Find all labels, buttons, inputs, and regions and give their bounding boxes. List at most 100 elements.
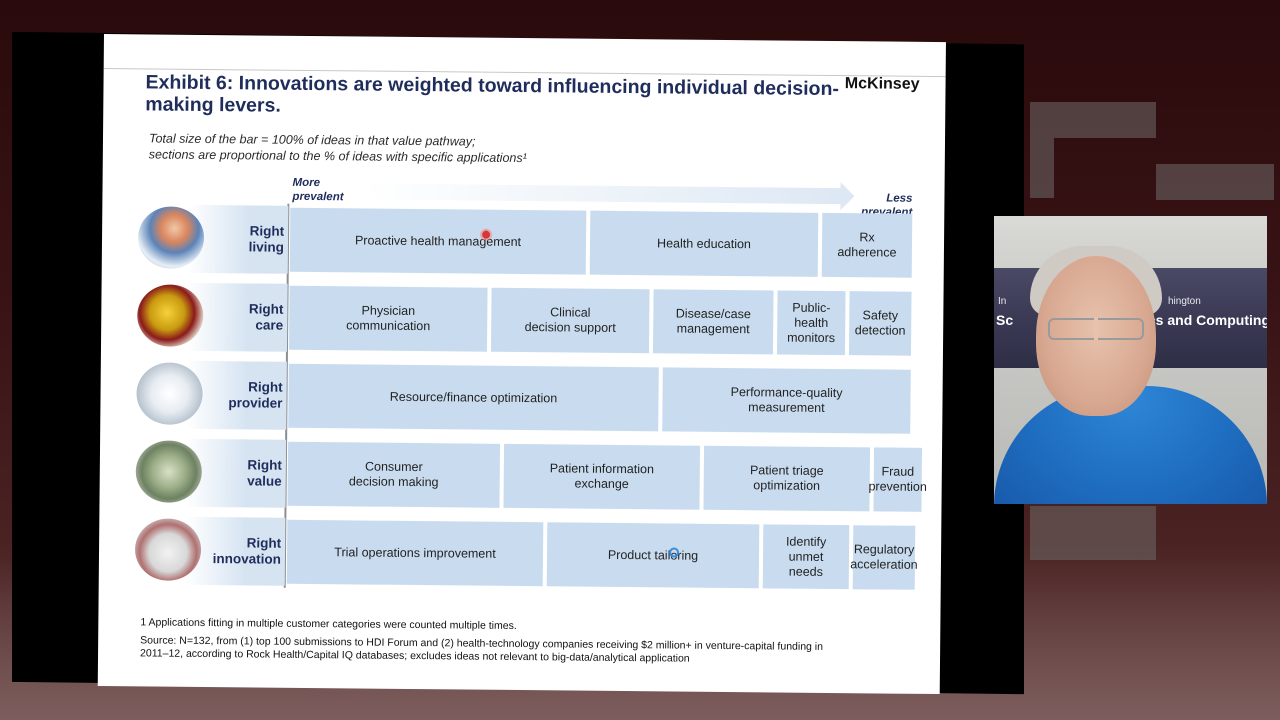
segment-text: Clinical	[550, 305, 591, 320]
segment-consumer-decision-making: Consumer decision making	[287, 441, 501, 508]
row-right-provider: Right provider Resource/finance optimizat…	[100, 360, 943, 436]
row-label: Right care	[197, 283, 284, 352]
segment-text: Disease/case	[675, 306, 751, 322]
slide-subtitle: Total size of the bar = 100% of ideas in…	[149, 130, 749, 168]
segment-text: Product tailoring	[607, 547, 699, 563]
segment-health-education: Health education	[589, 210, 819, 277]
brand-logo: McKinsey	[844, 75, 920, 93]
banner-text-4: hington	[1168, 296, 1201, 307]
segment-text: communication	[346, 318, 431, 334]
row-label-line-2: provider	[228, 395, 283, 411]
segment-text: acceleration	[850, 557, 918, 572]
row-right-living: Right living Proactive health management …	[102, 204, 945, 280]
slide: McKinsey Exhibit 6: Innovations are weig…	[97, 34, 946, 695]
segment-text: needs	[788, 564, 823, 579]
segment-text: decision making	[348, 474, 439, 490]
row-label-line-1: Right	[248, 379, 283, 395]
banner-text-3: ics and Computing	[1144, 312, 1267, 328]
segment-text: unmet	[788, 549, 824, 564]
glasses-icon	[1048, 318, 1144, 340]
segment-text: monitors	[787, 330, 836, 345]
segment-fraud-prevention: Fraud prevention	[868, 447, 927, 512]
row-right-innovation: Right innovation Trial operations improve…	[99, 516, 942, 592]
segment-rx-adherence: Rx adherence	[821, 212, 913, 278]
segment-performance-quality-measurement: Performance-quality measurement	[662, 367, 911, 434]
segment-text: prevention	[868, 479, 927, 494]
source-note: Source: N=132, from (1) top 100 submissi…	[140, 634, 900, 667]
row-label-line-2: care	[255, 317, 284, 333]
row-label: Right value	[195, 439, 282, 508]
row-right-care: Right care Physician communication Clinica…	[101, 282, 944, 358]
segment-text: exchange	[574, 476, 629, 492]
doctor-icon	[136, 362, 203, 425]
row-label: Right innovation	[195, 517, 282, 586]
background-logo-top	[1030, 102, 1156, 138]
segment-text: optimization	[753, 478, 821, 493]
segment-text: Performance-quality	[730, 385, 843, 401]
row-label: Right provider	[196, 361, 283, 430]
segment-product-tailoring: Product tailoring	[546, 522, 760, 589]
cursor-ring-icon	[669, 547, 680, 558]
segment-text: Rx	[859, 230, 875, 245]
prevalence-arrow	[362, 183, 841, 205]
patient-bp-icon	[137, 206, 205, 269]
segment-text: Regulatory	[853, 542, 915, 557]
footnote: 1 Applications fitting in multiple custo…	[140, 616, 517, 632]
segment-text: Health education	[657, 235, 751, 251]
more-line-2: prevalent	[292, 190, 344, 204]
segment-text: health	[794, 315, 829, 330]
segment-public-health-monitors: Public-health monitors	[776, 290, 846, 356]
segment-safety-detection: Safety detection	[848, 291, 912, 356]
pills-icon	[137, 284, 204, 347]
row-label-line-2: innovation	[212, 551, 282, 567]
segment-proactive-health-management: Proactive health management	[289, 207, 587, 275]
background-logo-left	[1030, 138, 1054, 198]
segment-text: Fraud	[881, 464, 915, 479]
webcam-video[interactable]: In hington Sc ics and Computing	[994, 216, 1267, 504]
segment-text: measurement	[748, 400, 825, 415]
segment-clinical-decision-support: Clinical decision support	[490, 287, 650, 354]
background-logo-bottom	[1030, 506, 1156, 560]
row-label-line-1: Right	[248, 301, 284, 317]
laser-pointer-icon	[482, 230, 491, 239]
segment-regulatory-acceleration: Regulatory acceleration	[850, 525, 918, 590]
segment-text: Patient information	[549, 461, 655, 477]
row-label-line-1: Right	[246, 535, 282, 551]
segment-text: Proactive health management	[354, 232, 522, 249]
banner-text-2: Sc	[996, 312, 1014, 328]
segment-text: management	[676, 321, 750, 337]
row-label-line-2: value	[247, 473, 282, 489]
less-line-1: Less	[886, 192, 913, 205]
segment-text: Trial operations improvement	[334, 544, 496, 561]
more-line-1: More	[292, 176, 321, 190]
segment-text: adherence	[837, 245, 897, 260]
segment-text: Consumer	[364, 459, 423, 475]
segment-resource-finance-optimization: Resource/finance optimization	[288, 363, 659, 432]
segment-text: detection	[854, 323, 906, 338]
segment-disease-case-management: Disease/case management	[652, 289, 774, 355]
segment-text: Identify	[785, 534, 827, 549]
segment-text: Resource/finance optimization	[389, 389, 558, 405]
row-label: Right living	[198, 205, 285, 274]
row-label-line-1: Right	[247, 457, 282, 473]
segment-text: Public-	[792, 300, 831, 315]
segment-identify-unmet-needs: Identify unmet needs	[762, 524, 850, 590]
segment-patient-information-exchange: Patient information exchange	[503, 443, 701, 510]
segment-patient-triage-optimization: Patient triage optimization	[703, 445, 871, 512]
money-jar-icon	[135, 440, 203, 503]
research-icon	[134, 518, 202, 581]
arrow-head-icon	[840, 182, 855, 211]
more-prevalent-label: More prevalent	[292, 176, 343, 204]
segment-text: Patient triage	[749, 463, 824, 478]
banner-text-1: In	[998, 296, 1007, 307]
slide-title: Exhibit 6: Innovations are weighted towa…	[145, 71, 840, 117]
background-logo-right	[1156, 164, 1274, 200]
row-right-value: Right value Consumer decision making Patie…	[99, 438, 942, 514]
segment-text: decision support	[524, 320, 616, 335]
row-label-line-2: living	[248, 239, 285, 255]
segment-trial-operations-improvement: Trial operations improvement	[286, 519, 544, 587]
row-label-line-1: Right	[249, 223, 285, 239]
segment-text: Safety	[862, 308, 899, 323]
segment-physician-communication: Physician communication	[288, 285, 488, 352]
segment-text: Physician	[361, 303, 416, 318]
